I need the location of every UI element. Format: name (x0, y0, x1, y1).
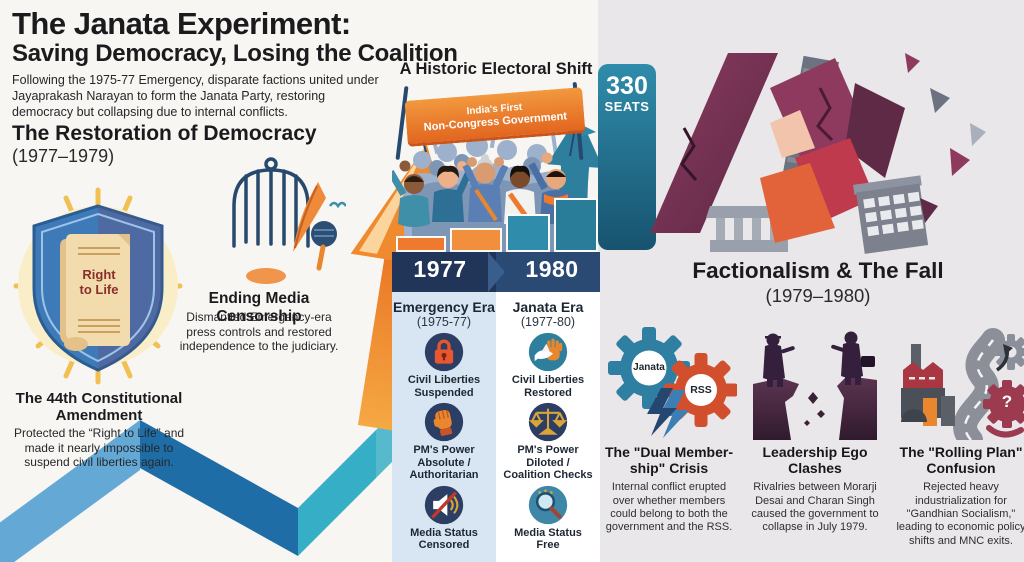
bar-block-2 (450, 228, 502, 252)
seats-badge: 330 SEATS (598, 64, 656, 250)
intro-paragraph: Following the 1975-77 Emergency, dispara… (12, 73, 379, 119)
timeline-end-year: 1980 (525, 256, 579, 282)
fall-item-title: The "Rolling Plan" Confusion (899, 444, 1023, 477)
era-comparison-table: Emergency Era (1975-77) Civil Liberties … (392, 292, 600, 562)
shield-scroll-icon (13, 187, 183, 385)
timeline-bar: 1977 1980 (392, 252, 600, 292)
row-label: PM's Power Diloted / Coalition Checks (503, 444, 593, 482)
page-title: The Janata Experiment: (12, 6, 351, 41)
bar-block-4 (554, 198, 598, 252)
row-label: Civil Liberties Restored (511, 374, 585, 399)
amendment-body: Protected the “Right to Life” and made i… (13, 426, 185, 470)
magnifier-icon (528, 485, 568, 524)
table-row: Civil Liberties Suspended (392, 332, 496, 399)
gears-conflict-illustration: Janata RSS (601, 326, 738, 440)
table-row: Civil Liberties Restored (496, 332, 600, 399)
amendment-title: The 44th Constitutional Amendment (15, 390, 183, 425)
fall-item-dual-membership: Janata RSS The "Dual Member- ship" Crisi… (596, 326, 742, 548)
shield-label: Right to Life (79, 267, 119, 297)
question-mark-glyph: ? (1001, 392, 1013, 411)
fall-item-body: Internal conflict erupted over whether m… (605, 481, 733, 534)
janata-era-column: Janata Era (1977-80) Civil Liberties Res… (496, 292, 600, 562)
birdcage-press-freedom-icon (232, 157, 346, 284)
fall-item-title: Leadership Ego Clashes (762, 444, 868, 477)
censorship-body: Dismantled Emergency-era press controls … (179, 310, 339, 354)
table-row: PM's Power Absolute / Authoritarian (392, 402, 496, 482)
emergency-era-column: Emergency Era (1975-77) Civil Liberties … (392, 292, 496, 562)
fall-items: Janata RSS The "Dual Member- ship" Crisi… (596, 326, 1024, 548)
gear-label-janata: Janata (633, 362, 665, 373)
bar-block-1 (396, 236, 446, 252)
era-years: (1975-77) (416, 315, 472, 329)
era-name: Emergency Era (393, 299, 495, 315)
factory-road-illustration: ? (893, 326, 1024, 452)
fall-years: (1979–1980) (765, 285, 871, 306)
muted-speaker-icon (424, 485, 464, 524)
era-name: Janata Era (512, 299, 584, 315)
table-row: Media Status Censored (392, 485, 496, 552)
row-label: PM's Power Absolute / Authoritarian (409, 444, 479, 482)
fall-item-leadership: Leadership Ego Clashes Rivalries between… (742, 326, 888, 548)
bar-block-3 (506, 214, 550, 252)
dove-hand-icon (528, 332, 568, 372)
gear-label-rss: RSS (690, 384, 712, 396)
electoral-heading: A Historic Electoral Shift (399, 60, 593, 78)
fist-icon (424, 402, 464, 442)
shattered-collapse-illustration (650, 53, 986, 254)
timeline-right-segment (496, 252, 600, 292)
table-row: PM's Power Diloted / Coalition Checks (496, 402, 600, 482)
scales-icon (528, 402, 568, 442)
restoration-heading: The Restoration of Democracy (12, 122, 317, 145)
cliff-standoff-illustration (747, 326, 883, 440)
chevron-right-icon (488, 252, 505, 292)
row-label: Media Status Free (514, 526, 582, 552)
fall-heading: Factionalism & The Fall (692, 258, 944, 283)
censorship-title: Ending Media Censorship (208, 290, 310, 325)
timeline-start-year: 1977 (413, 256, 467, 282)
seats-label: SEATS (604, 99, 650, 114)
page-subtitle: Saving Democracy, Losing the Coalition (12, 40, 458, 67)
seats-number: 330 (606, 72, 648, 100)
fall-item-body: Rejected heavy industrialization for "Ga… (896, 481, 1024, 547)
row-label: Media Status Censored (410, 526, 478, 552)
restoration-years: (1977–1979) (12, 146, 115, 166)
row-label: Civil Liberties Suspended (407, 374, 481, 399)
fall-item-title: The "Dual Member- ship" Crisis (605, 444, 733, 477)
table-row: Media Status Free (496, 485, 600, 552)
era-years: (1977-80) (520, 315, 576, 329)
fall-item-rolling-plan: ? The "Rolling Plan" Confusion Rejected … (888, 326, 1024, 548)
lock-icon (424, 332, 464, 372)
fall-item-body: Rivalries between Morarji Desai and Char… (751, 481, 879, 534)
